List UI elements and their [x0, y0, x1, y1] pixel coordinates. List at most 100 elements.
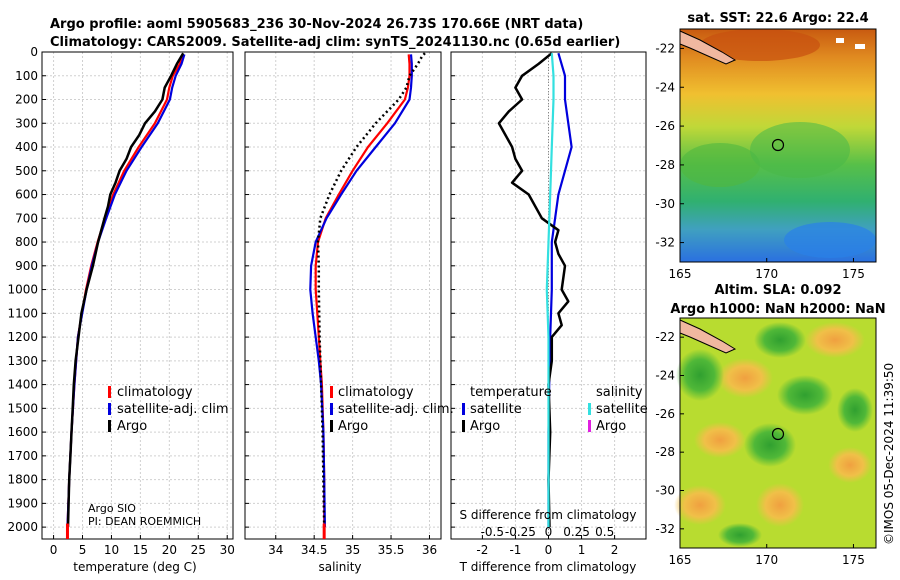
temperature-panel: 0 5 10 15 20 25 30 0 100 200 300 400 500 600 700 800 90…	[7, 45, 234, 574]
title-line-1: Argo profile: aoml 5905683_236 30-Nov-20…	[50, 17, 583, 32]
difference-top-axis-label: S difference from climatology	[460, 508, 637, 522]
series-line-argo	[66, 52, 185, 528]
legend-swatch-sal-argo	[588, 420, 591, 432]
legend-label-argo: Argo	[117, 419, 147, 434]
map-y-tick-label: -30	[655, 484, 675, 498]
top-tick-label: -0.5	[481, 525, 504, 539]
map-y-tick-label: -28	[655, 158, 675, 172]
sla-positive-anomaly-5	[756, 483, 804, 527]
y-tick-label: 1800	[7, 473, 38, 487]
top-tick-label: -0.25	[505, 525, 536, 539]
y-tick-label: 400	[15, 140, 38, 154]
x-tick-label: 35	[345, 543, 360, 557]
map-y-tick-label: -24	[655, 80, 675, 94]
title-line-2: Climatology: CARS2009. Satellite-adj cli…	[50, 35, 620, 50]
x-tick-label: -1	[509, 543, 521, 557]
sla-positive-anomaly-6	[828, 447, 872, 483]
map-x-tick-label: 175	[842, 553, 865, 567]
sla-map: Altim. SLA: 0.092 Argo h1000: NaN h2000:…	[655, 283, 885, 567]
y-tick-label: 200	[15, 93, 38, 107]
y-tick-label: 1700	[7, 449, 38, 463]
temperature-x-axis-label: temperature (deg C)	[73, 560, 196, 574]
legend-header-temperature: temperature	[470, 385, 552, 400]
map-x-tick-label: 165	[669, 553, 692, 567]
sst-cool-patch	[784, 222, 876, 258]
legend-label-argo: Argo	[338, 419, 368, 434]
x-tick-label: 10	[104, 543, 119, 557]
sla-profile-marker	[771, 427, 785, 441]
series-line-temperature-argo	[497, 52, 570, 528]
land-new-caledonia	[679, 30, 737, 65]
sst-green-patch-2	[750, 122, 850, 178]
x-tick-label: 36	[422, 543, 437, 557]
difference-legend: temperature salinity satellite Argo sate…	[462, 385, 648, 434]
legend-swatch-satellite-clim	[330, 403, 333, 415]
map-x-tick-label: 170	[755, 553, 778, 567]
salinity-panel: 34 34.5 35 35.5 36 salinity climatology sate…	[244, 51, 454, 574]
x-tick-label: 15	[133, 543, 148, 557]
sla-positive-anomaly-2	[805, 322, 865, 358]
y-tick-label: 0	[30, 45, 38, 59]
y-tick-label: 900	[15, 259, 38, 273]
y-tick-label: 700	[15, 211, 38, 225]
top-tick-label: 0.5	[595, 525, 614, 539]
legend-label-climatology: climatology	[338, 385, 414, 400]
y-tick-label: 2000	[7, 520, 38, 534]
legend-swatch-argo	[108, 420, 111, 432]
legend-label-temp-argo: Argo	[470, 419, 500, 434]
legend-label-sal-argo: Argo	[596, 419, 626, 434]
sst-map-title: sat. SST: 22.6 Argo: 22.4	[687, 11, 868, 26]
sla-positive-anomaly-4	[674, 485, 726, 525]
land-new-caledonia-sla	[679, 319, 737, 354]
sla-negative-anomaly-4	[744, 423, 796, 467]
credit-line-2: PI: DEAN ROEMMICH	[88, 515, 201, 528]
y-tick-label: 1200	[7, 330, 38, 344]
sla-map-title-line-2: Argo h1000: NaN h2000: NaN	[670, 302, 885, 317]
difference-x-axis-label: T difference from climatology	[459, 560, 637, 574]
y-tick-label: 500	[15, 164, 38, 178]
x-tick-label: -2	[476, 543, 488, 557]
legend-header-salinity: salinity	[596, 385, 643, 400]
legend-swatch-temp-satellite	[462, 403, 465, 415]
sst-green-patch	[680, 143, 760, 187]
legend-label-temp-satellite: satellite	[470, 402, 522, 417]
map-x-tick-label: 165	[669, 267, 692, 281]
sla-negative-anomaly-2	[754, 322, 806, 358]
map-y-tick-label: -24	[655, 369, 675, 383]
sla-positive-anomaly-3	[694, 422, 746, 458]
legend-label-satellite-clim: satellite-adj. clim.	[338, 402, 454, 417]
sla-negative-anomaly	[676, 349, 724, 401]
x-tick-label: 30	[220, 543, 235, 557]
difference-panel: -2 -1 0 1 2 T difference from climatology S …	[450, 51, 648, 574]
sst-warm-patch	[700, 29, 820, 61]
map-y-tick-label: -22	[655, 330, 675, 344]
legend-swatch-sal-satellite	[588, 403, 591, 415]
y-tick-label: 1000	[7, 283, 38, 297]
map-x-tick-label: 175	[842, 267, 865, 281]
salinity-legend: climatology satellite-adj. clim. Argo	[330, 385, 454, 434]
y-tick-label: 1400	[7, 378, 38, 392]
sst-profile-marker	[771, 138, 785, 152]
sla-positive-anomaly	[717, 358, 773, 398]
legend-swatch-satellite-clim	[108, 403, 111, 415]
x-tick-label: 0	[545, 543, 553, 557]
x-tick-label: 20	[162, 543, 177, 557]
map-x-tick-label: 170	[755, 267, 778, 281]
map-y-tick-label: -28	[655, 445, 675, 459]
temperature-legend: climatology satellite-adj. clim Argo	[108, 385, 229, 434]
sla-negative-anomaly-3	[777, 375, 833, 415]
y-tick-label: 1300	[7, 354, 38, 368]
sla-map-title-line-1: Altim. SLA: 0.092	[715, 283, 842, 298]
salinity-x-axis-label: salinity	[318, 560, 361, 574]
sla-negative-anomaly-5	[837, 388, 873, 432]
y-tick-label: 100	[15, 69, 38, 83]
legend-label-sal-satellite: satellite	[596, 402, 648, 417]
y-tick-label: 300	[15, 116, 38, 130]
x-tick-label: 0	[50, 543, 58, 557]
top-tick-label: 0.25	[563, 525, 590, 539]
x-tick-label: 35.5	[378, 543, 405, 557]
sla-map-frame	[679, 317, 877, 549]
x-tick-label: 25	[191, 543, 206, 557]
y-tick-label: 600	[15, 188, 38, 202]
